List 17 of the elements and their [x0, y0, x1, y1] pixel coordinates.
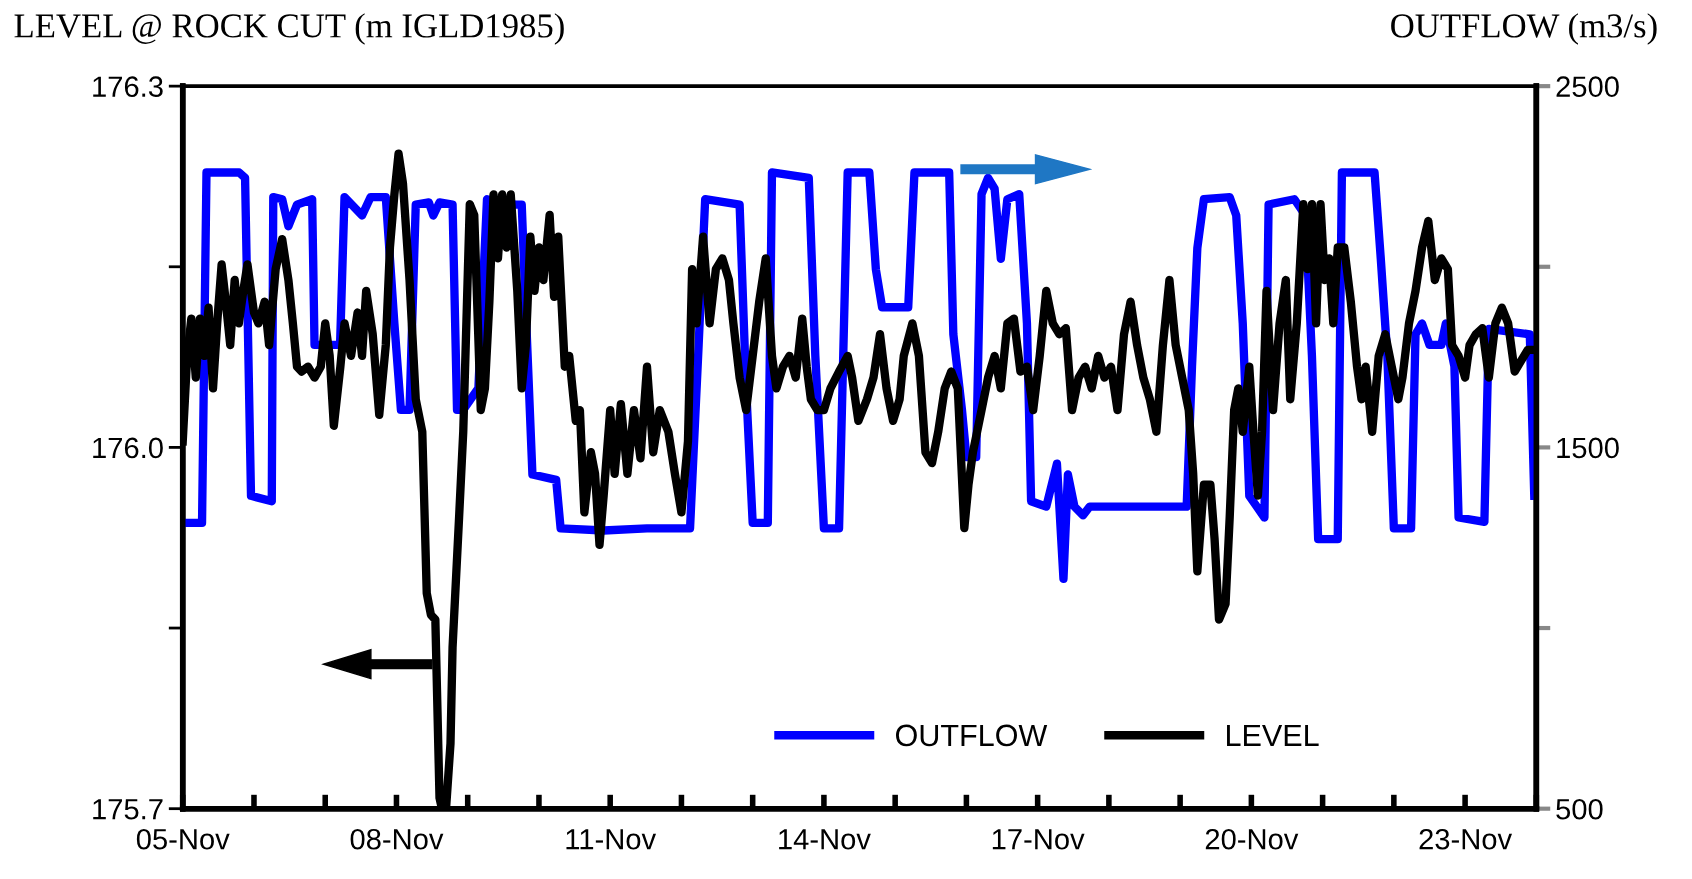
- y2-tick-label: 500: [1556, 798, 1603, 820]
- y-axis-title: LEVEL @ ROCK CUT (m IGLD1985): [14, 13, 564, 45]
- legend-label: OUTFLOW: [895, 724, 1048, 747]
- x-tick-label: 14-Nov: [779, 829, 871, 850]
- y-tick-label: 176.3: [93, 76, 163, 97]
- y2-tick-label: 1500: [1557, 437, 1619, 459]
- y-tick-label: 175.7: [93, 799, 163, 820]
- x-tick-label: 08-Nov: [350, 828, 444, 850]
- y2-tick-label: 2500: [1556, 76, 1619, 97]
- legend-label: LEVEL: [1227, 724, 1319, 746]
- y-tick-label: 176.0: [93, 437, 163, 459]
- x-tick-label: 20-Nov: [1205, 828, 1299, 850]
- x-tick-label: 05-Nov: [136, 828, 230, 850]
- y2-axis-title: OUTFLOW (m3/s): [1391, 13, 1657, 45]
- x-tick-label: 17-Nov: [992, 829, 1085, 850]
- x-tick-label: 11-Nov: [566, 829, 657, 850]
- x-tick-label: 23-Nov: [1419, 828, 1513, 850]
